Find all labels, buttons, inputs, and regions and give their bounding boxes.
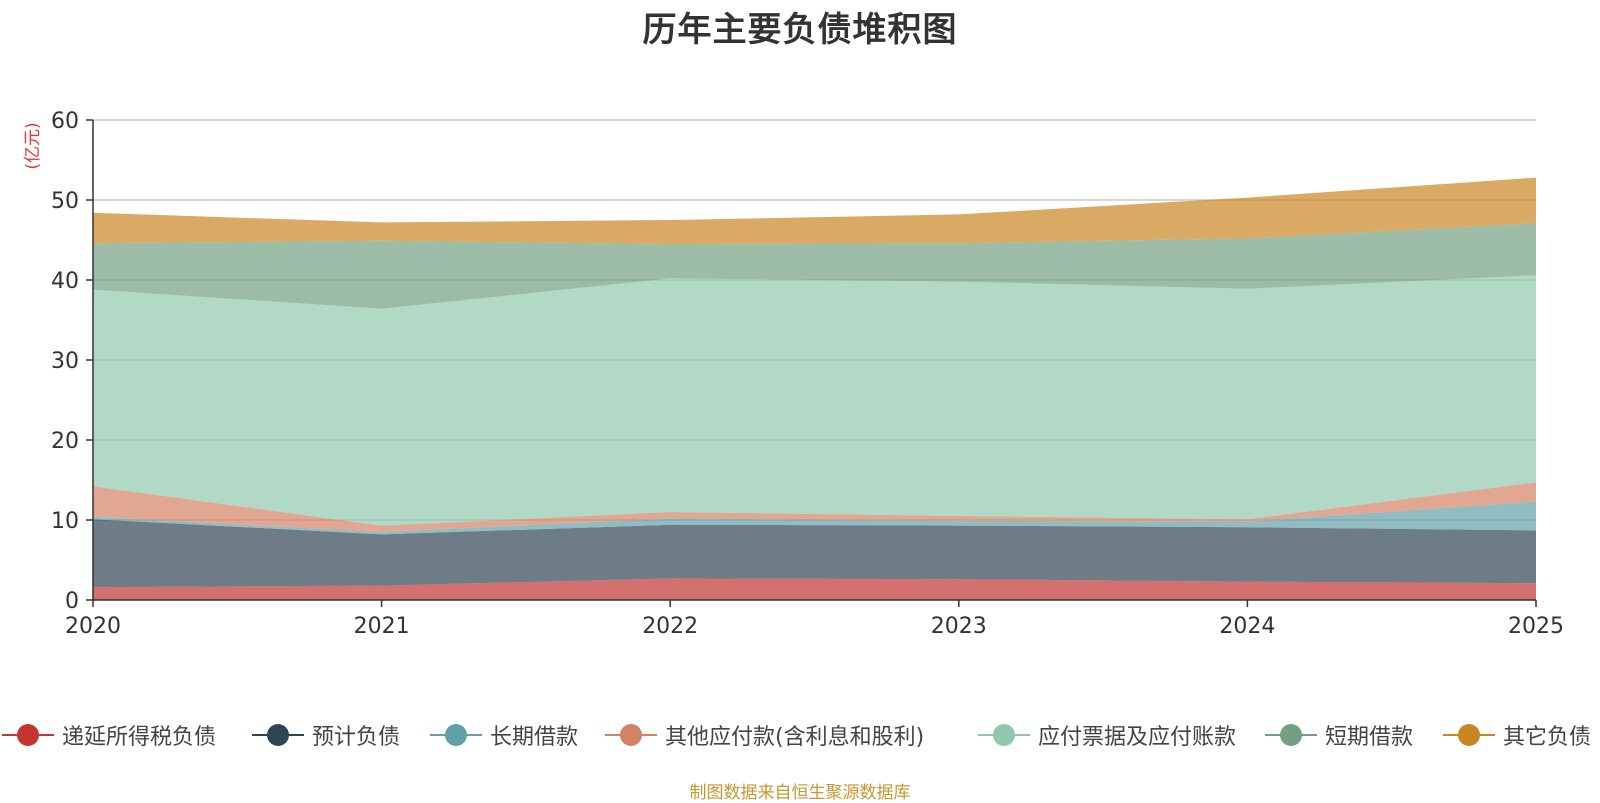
- area-series-3: [93, 501, 1536, 535]
- x-tick-label: 2020: [65, 614, 121, 639]
- area-series-2: [93, 519, 1536, 588]
- legend-item-3[interactable]: 长期借款: [430, 715, 578, 755]
- legend-item-5[interactable]: 应付票据及应付账款: [978, 715, 1236, 755]
- legend-item-7[interactable]: 其它负债: [1443, 715, 1591, 755]
- legend-marker-icon: [978, 724, 1030, 746]
- chart-title: 历年主要负债堆积图: [642, 10, 958, 50]
- area-series-4: [93, 482, 1536, 532]
- legend-label: 预计负债: [312, 725, 401, 750]
- legend-item-4[interactable]: 其他应付款(含利息和股利): [605, 715, 924, 755]
- area-series-1: [93, 578, 1536, 600]
- x-tick-label: 2023: [931, 614, 987, 639]
- y-tick-label: 0: [65, 589, 79, 614]
- legend-marker-icon: [430, 724, 482, 746]
- y-tick-label: 20: [51, 429, 79, 454]
- legend-label: 短期借款: [1325, 725, 1414, 750]
- area-series-5: [93, 275, 1536, 526]
- y-axis-unit-label: (亿元): [23, 122, 43, 169]
- legend-item-2[interactable]: 预计负债: [252, 715, 400, 755]
- legend-label: 其它负债: [1503, 725, 1592, 750]
- area-series-7: [93, 177, 1536, 244]
- y-tick-label: 50: [51, 189, 79, 214]
- legend-marker-icon: [1265, 724, 1317, 746]
- y-tick-label: 30: [51, 349, 79, 374]
- x-tick-label: 2025: [1508, 614, 1564, 639]
- y-tick-label: 10: [51, 509, 79, 534]
- legend-marker-icon: [1443, 724, 1495, 746]
- legend-label: 其他应付款(含利息和股利): [665, 725, 925, 750]
- data-source-note: 制图数据来自恒生聚源数据库: [689, 783, 911, 803]
- area-series: [93, 177, 1536, 600]
- legend-marker-icon: [252, 724, 304, 746]
- x-tick-label: 2021: [354, 614, 410, 639]
- x-tick-label: 2024: [1219, 614, 1275, 639]
- legend-marker-icon: [605, 724, 657, 746]
- legend-label: 递延所得税负债: [62, 725, 217, 750]
- legend: 递延所得税负债 预计负债 长期借款 其他应付款(含利息和股利) 应付票据及应付账款 短期借…: [0, 715, 1600, 755]
- legend-item-6[interactable]: 短期借款: [1265, 715, 1413, 755]
- x-tick-label: 2022: [642, 614, 698, 639]
- legend-item-1[interactable]: 递延所得税负债: [2, 715, 216, 755]
- y-tick-label: 60: [51, 109, 79, 134]
- y-tick-label: 40: [51, 269, 79, 294]
- area-series-6: [93, 223, 1536, 309]
- legend-label: 长期借款: [490, 725, 579, 750]
- axes: 0 10 20 30 40 50 60 2020 2021 2022 2023 2024 2025: [51, 109, 1564, 639]
- legend-marker-icon: [2, 724, 54, 746]
- legend-label: 应付票据及应付账款: [1038, 725, 1237, 750]
- stacked-area-chart: 0 10 20 30 40 50 60 2020 2021 2022 2023 2024 2025 (亿…: [23, 109, 1564, 639]
